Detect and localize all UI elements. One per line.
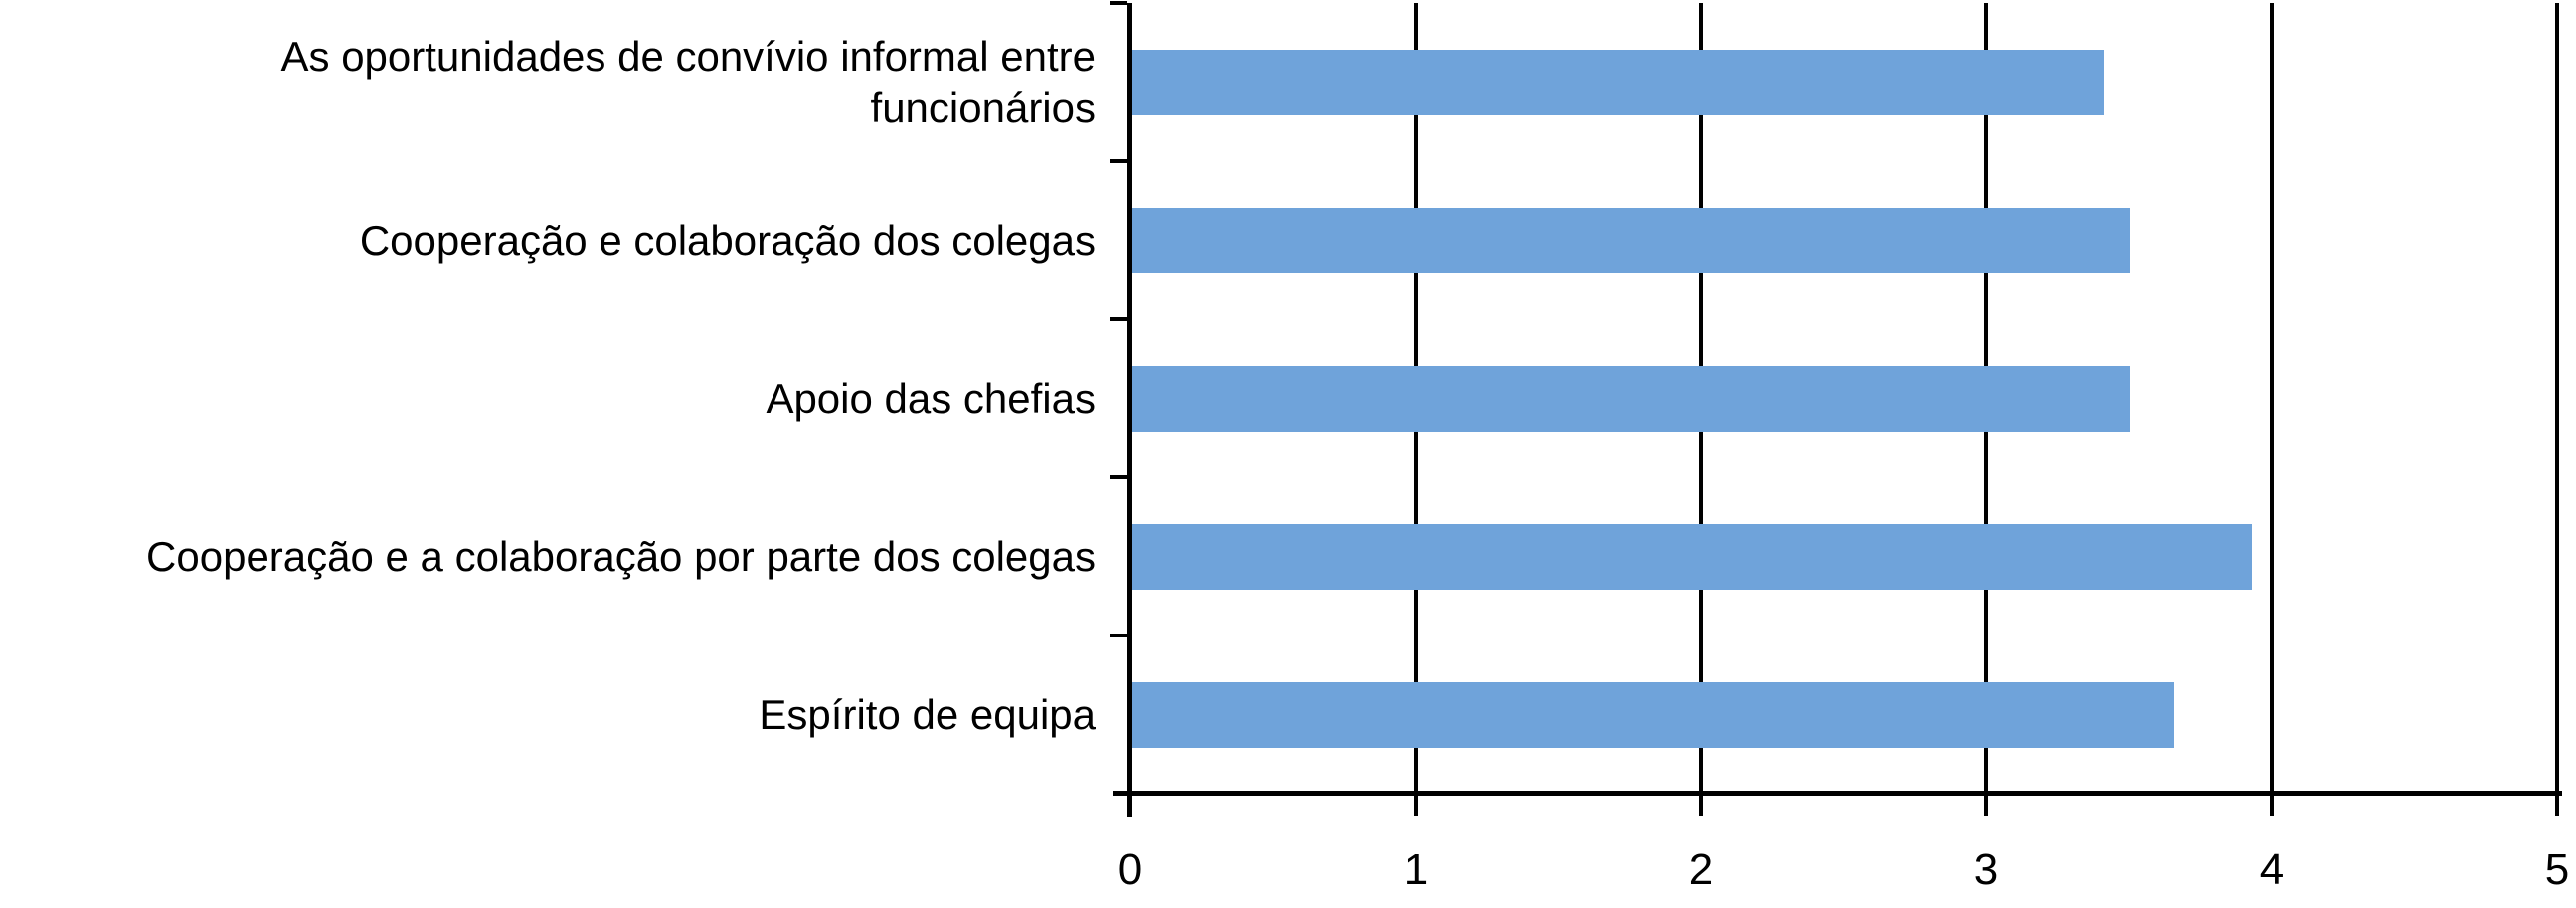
y-axis-tick-0 xyxy=(1110,1,1127,5)
bar-0 xyxy=(1130,49,2104,115)
y-axis-line xyxy=(1127,3,1132,817)
x-axis-tick-4 xyxy=(2270,796,2274,816)
y-axis-tick-3 xyxy=(1110,475,1127,479)
plot-area xyxy=(1110,1,2562,817)
gridline-4 xyxy=(2270,3,2274,794)
bar-4 xyxy=(1130,681,2175,748)
bar-1 xyxy=(1130,207,2130,273)
gridline-5 xyxy=(2555,3,2559,794)
x-axis-tick-2 xyxy=(1699,796,1703,816)
x-axis-tick-labels: 0 1 2 3 4 5 xyxy=(1118,845,2569,905)
category-axis-labels: As oportunidades de convívio informal en… xyxy=(0,3,1096,794)
x-tick-label-5: 5 xyxy=(2544,845,2570,894)
x-tick-label-4: 4 xyxy=(2259,845,2285,894)
y-axis-tick-1 xyxy=(1110,159,1127,163)
y-axis-tick-4 xyxy=(1110,634,1127,637)
x-axis-tick-1 xyxy=(1414,796,1418,816)
category-label-2: Apoio das chefias xyxy=(766,374,1096,422)
category-label-4: Espírito de equipa xyxy=(759,690,1096,738)
x-tick-label-2: 2 xyxy=(1688,845,1714,894)
x-tick-label-1: 1 xyxy=(1403,845,1429,894)
x-tick-label-0: 0 xyxy=(1117,845,1143,894)
bar-3 xyxy=(1130,523,2252,590)
x-axis-tick-3 xyxy=(1984,796,1988,816)
y-axis-tick-2 xyxy=(1110,317,1127,321)
category-label-1: Cooperação e colaboração dos colegas xyxy=(359,216,1096,264)
category-label-0: As oportunidades de convívio informal en… xyxy=(280,32,1096,131)
x-tick-label-3: 3 xyxy=(1974,845,1999,894)
x-axis-tick-5 xyxy=(2555,796,2559,816)
x-axis-tick-0 xyxy=(1128,796,1132,816)
bar-2 xyxy=(1130,365,2130,432)
category-label-3: Cooperação e a colaboração por parte dos… xyxy=(146,532,1096,580)
x-axis-line xyxy=(1113,791,2562,796)
